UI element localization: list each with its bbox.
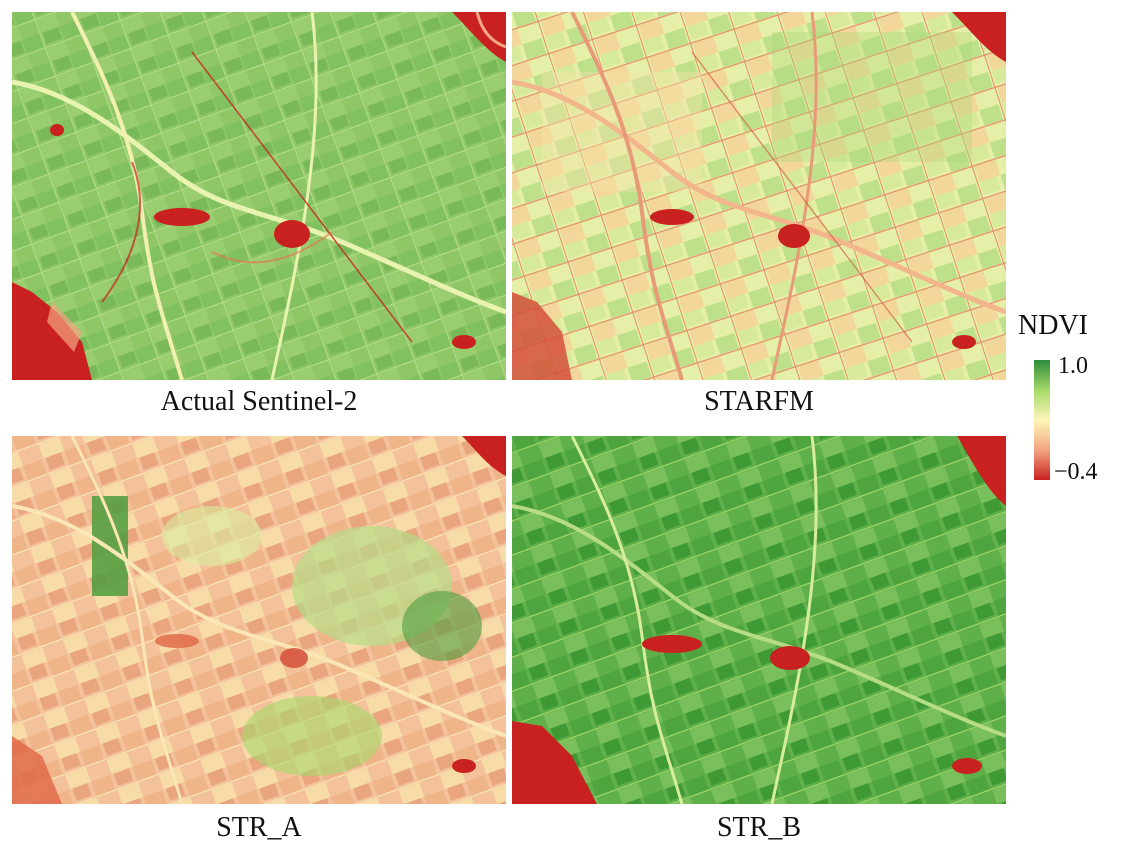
ndvi-map-actual-sentinel-2 (12, 12, 506, 380)
caption-str-a: STR_A (216, 812, 302, 843)
legend-color-bar (1034, 360, 1050, 480)
caption-starfm: STARFM (704, 386, 814, 417)
caption-actual-sentinel-2: Actual Sentinel-2 (160, 386, 358, 417)
legend-title: NDVI (1018, 310, 1088, 341)
caption-str-b: STR_B (716, 812, 802, 843)
legend-max-label: 1.0 (1058, 353, 1088, 379)
ndvi-map-starfm (512, 12, 1006, 380)
ndvi-legend: NDVI 1.0 −0.4 (1014, 310, 1120, 510)
ndvi-map-str-a (12, 436, 506, 804)
ndvi-map-str-b (512, 436, 1006, 804)
legend-min-label: −0.4 (1054, 459, 1098, 485)
